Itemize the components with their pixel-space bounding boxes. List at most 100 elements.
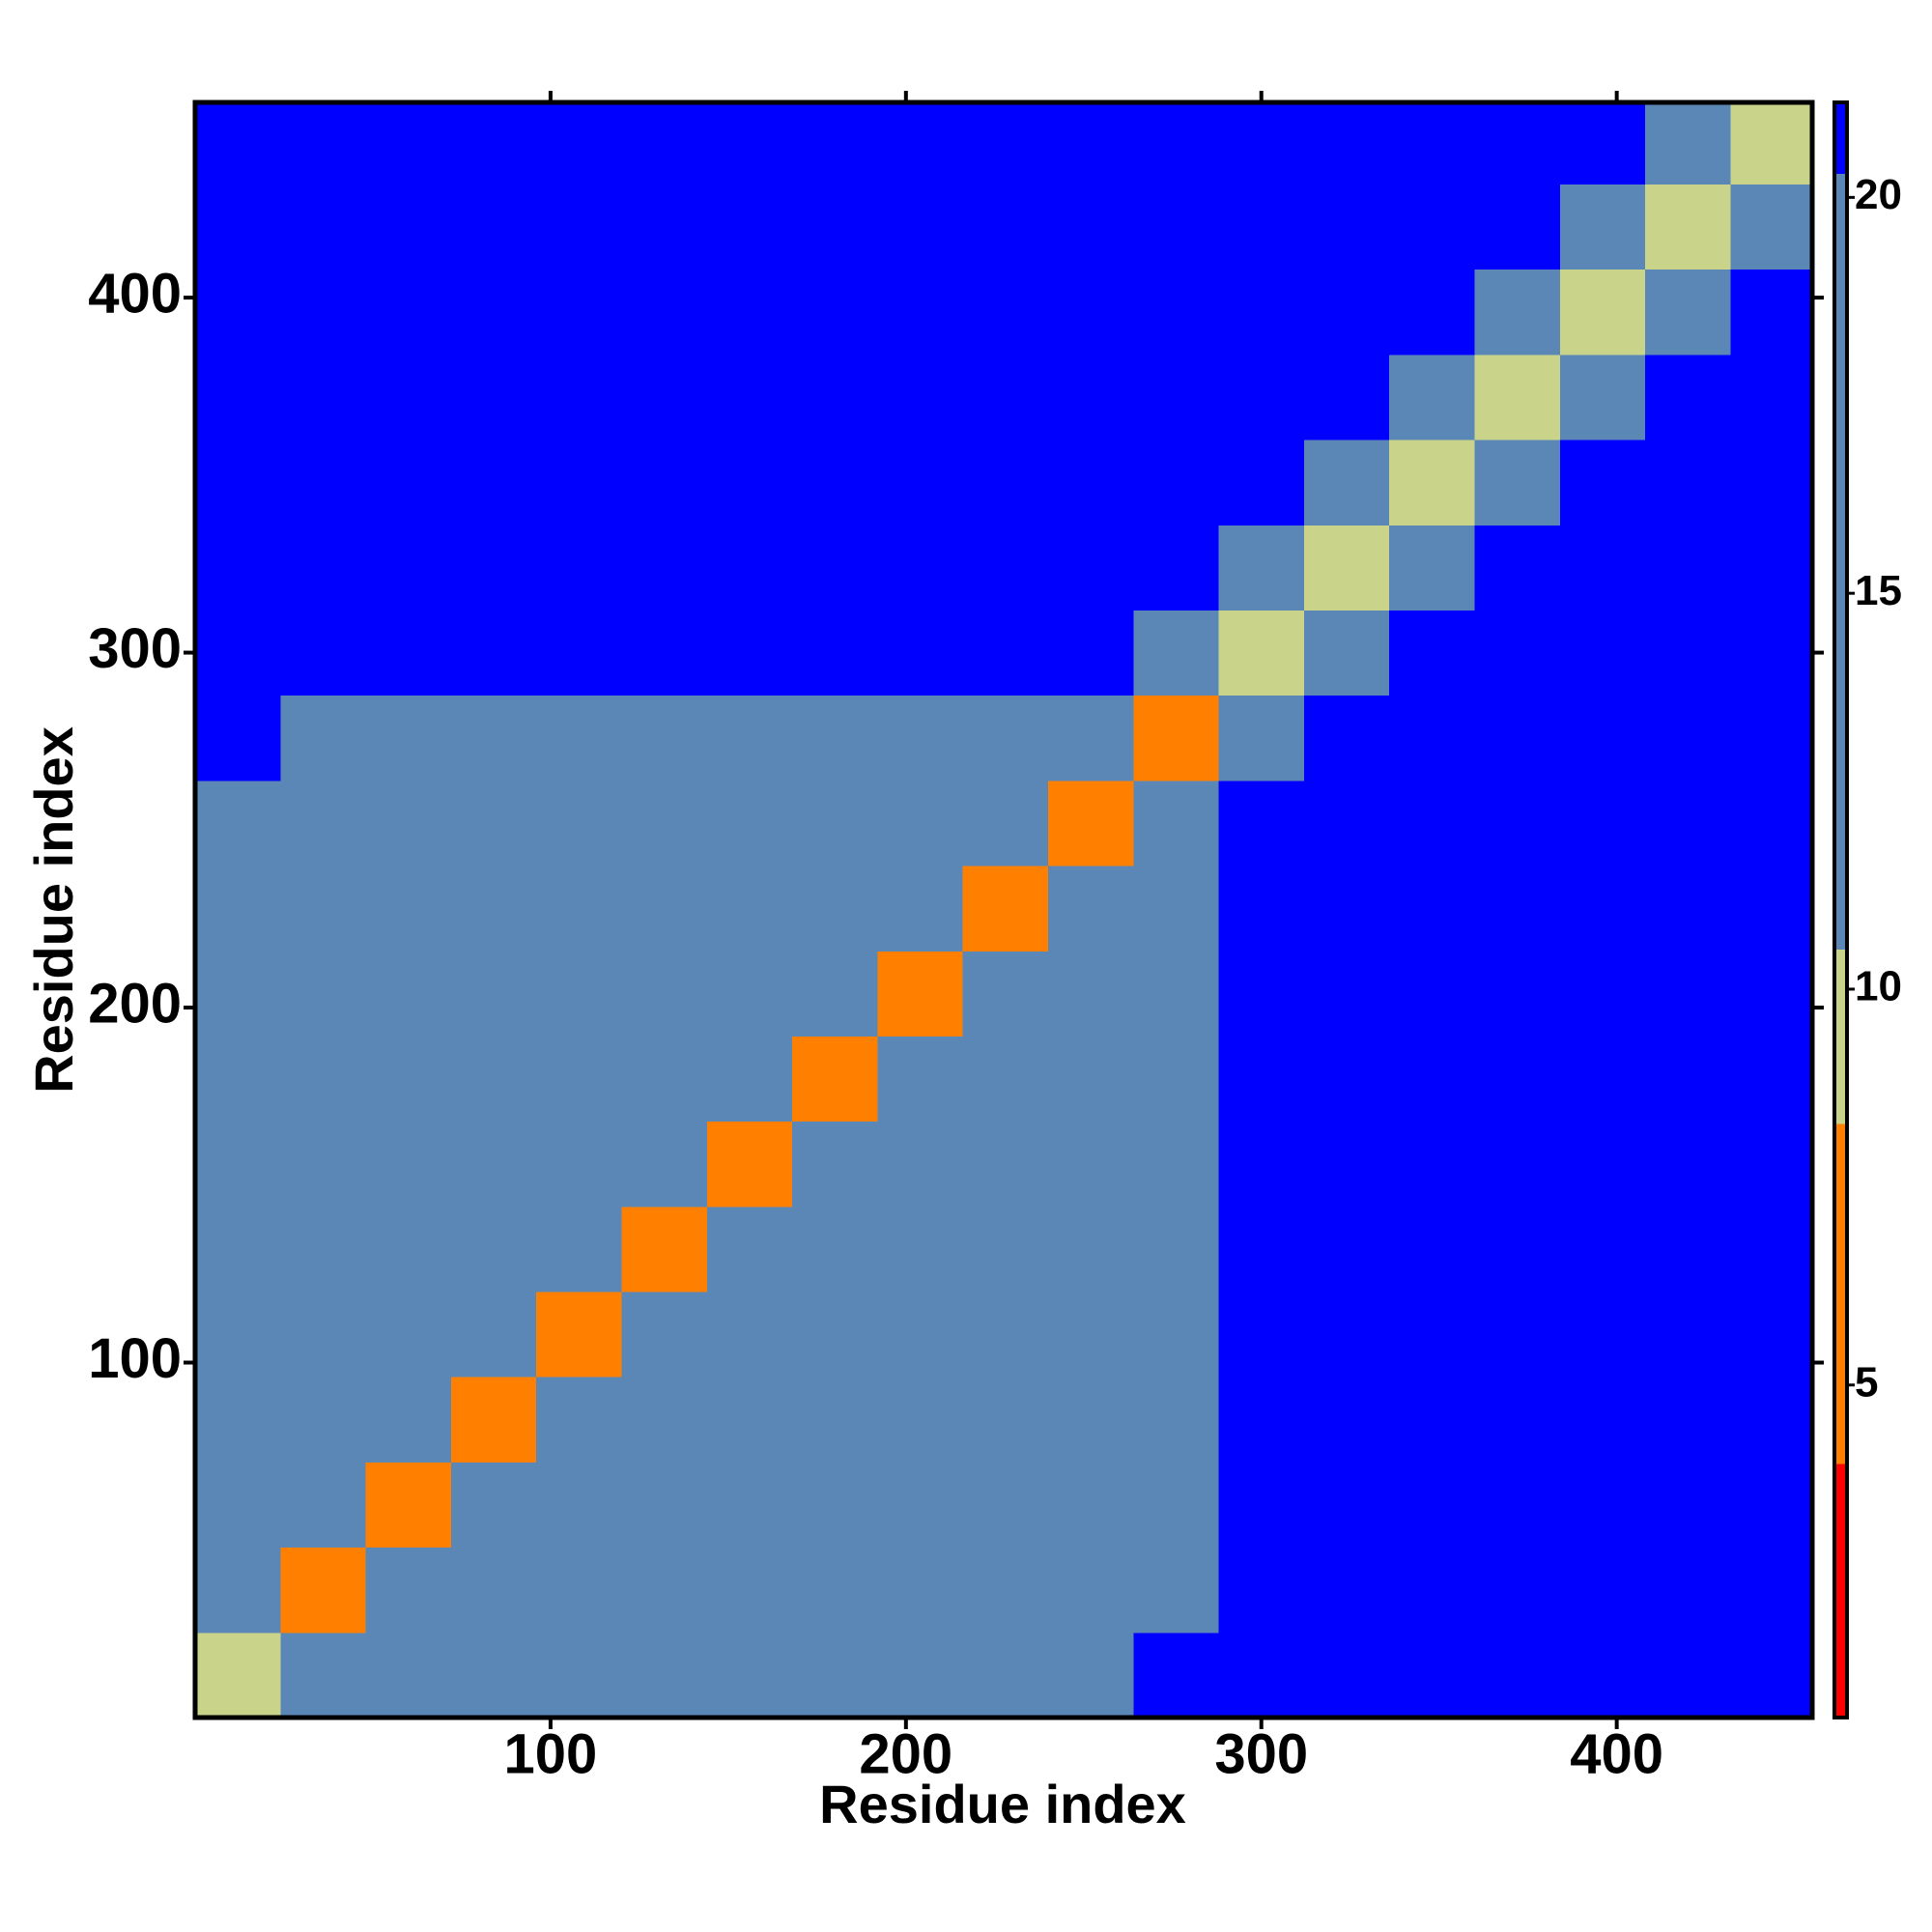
heatmap-cell	[1559, 1462, 1646, 1548]
heatmap-cell	[792, 440, 878, 526]
heatmap-cell	[1474, 525, 1561, 611]
x-tick-label: 200	[859, 1722, 952, 1785]
heatmap-cell	[536, 184, 622, 270]
heatmap-cell	[1389, 184, 1475, 270]
heatmap-cell	[1303, 1292, 1390, 1378]
heatmap-cell	[1730, 184, 1813, 270]
heatmap-cell	[1303, 1632, 1390, 1719]
heatmap-cell	[280, 951, 367, 1037]
heatmap-cell	[1389, 610, 1475, 696]
heatmap-cell	[536, 780, 622, 867]
heatmap-cell	[1389, 1462, 1475, 1548]
heatmap-cell	[1559, 269, 1646, 355]
heatmap-cell	[1645, 695, 1731, 781]
heatmap-cell	[1389, 1036, 1475, 1122]
heatmap-cell	[536, 525, 622, 611]
heatmap-cell	[877, 525, 964, 611]
x-tick-label: 400	[1570, 1722, 1663, 1785]
heatmap-cell	[195, 780, 281, 867]
heatmap-cell	[1645, 1632, 1731, 1719]
heatmap-cell	[1303, 269, 1390, 355]
y-tick-label: 300	[88, 617, 182, 680]
heatmap-cell	[450, 866, 537, 952]
heatmap-cell	[1559, 1377, 1646, 1463]
heatmap-cell	[195, 440, 281, 526]
heatmap-cell	[706, 610, 793, 696]
heatmap-cell	[1559, 354, 1646, 440]
heatmap-cell	[792, 1632, 878, 1719]
heatmap-cell	[1474, 1036, 1561, 1122]
heatmap-cell	[365, 440, 452, 526]
heatmap-cell	[621, 866, 708, 952]
heatmap-cell	[1047, 102, 1134, 185]
heatmap-cell	[1389, 1292, 1475, 1378]
heatmap-cell	[962, 866, 1049, 952]
heatmap-cell	[1645, 951, 1731, 1037]
heatmap-cell	[1389, 951, 1475, 1037]
heatmap-cell	[621, 354, 708, 440]
heatmap-cell	[1047, 695, 1134, 781]
heatmap-cell	[1218, 1547, 1305, 1634]
heatmap-cell	[450, 1121, 537, 1208]
plot-frame	[192, 99, 1815, 1720]
heatmap-cell	[1218, 1462, 1305, 1548]
heatmap-cell	[1303, 525, 1390, 611]
heatmap-cell	[1133, 780, 1220, 867]
heatmap-cell	[365, 354, 452, 440]
heatmap-cell	[1730, 102, 1813, 185]
heatmap-cell	[1730, 525, 1813, 611]
heatmap-cell	[195, 184, 281, 270]
heatmap-cell	[1559, 1036, 1646, 1122]
heatmap-cell	[365, 1292, 452, 1378]
heatmap-cell	[962, 610, 1049, 696]
y-tick-label: 400	[88, 262, 182, 325]
heatmap-cell	[1133, 269, 1220, 355]
heatmap-cell	[962, 1206, 1049, 1293]
heatmap-cell	[280, 1036, 367, 1122]
heatmap-cell	[450, 1632, 537, 1719]
heatmap-cell	[1133, 1036, 1220, 1122]
heatmap-cell	[877, 1632, 964, 1719]
heatmap-cell	[1474, 269, 1561, 355]
heatmap-cell	[621, 695, 708, 781]
heatmap-cell	[962, 1462, 1049, 1548]
heatmap-cell	[450, 1036, 537, 1122]
heatmap-cell	[1133, 1377, 1220, 1463]
heatmap-cell	[1218, 780, 1305, 867]
heatmap-cell	[1389, 354, 1475, 440]
heatmap-cell	[1474, 184, 1561, 270]
heatmap-cell	[877, 695, 964, 781]
heatmap-cell	[877, 184, 964, 270]
heatmap-cell	[1047, 184, 1134, 270]
heatmap-cell	[792, 269, 878, 355]
colorbar-frame	[1833, 100, 1849, 1719]
heatmap-cell	[792, 1547, 878, 1634]
heatmap-cell	[1047, 866, 1134, 952]
heatmap-cell	[195, 1632, 281, 1719]
heatmap-cell	[706, 1632, 793, 1719]
heatmap-cell	[621, 1547, 708, 1634]
heatmap-cell	[877, 610, 964, 696]
heatmap-cell	[877, 1462, 964, 1548]
heatmap-cell	[536, 695, 622, 781]
heatmap-cell	[621, 1121, 708, 1208]
heatmap-cell	[706, 951, 793, 1037]
heatmap-cell	[1047, 1206, 1134, 1293]
heatmap-cell	[1389, 525, 1475, 611]
heatmap-cell	[706, 1292, 793, 1378]
heatmap-cell	[1474, 695, 1561, 781]
heatmap-cell	[280, 102, 367, 185]
colorbar-tick-label: 10	[1855, 963, 1902, 1010]
heatmap-cell	[195, 102, 281, 185]
heatmap-cell	[195, 1292, 281, 1378]
heatmap-cell	[195, 1547, 281, 1634]
heatmap-cell	[536, 1547, 622, 1634]
heatmap-cell	[706, 1036, 793, 1122]
heatmap-cell	[962, 951, 1049, 1037]
heatmap-cell	[450, 102, 537, 185]
heatmap-cell	[1047, 1547, 1134, 1634]
heatmap-cell	[1559, 951, 1646, 1037]
heatmap-cell	[1133, 866, 1220, 952]
heatmap-cell	[1133, 610, 1220, 696]
heatmap-cell	[1303, 1121, 1390, 1208]
